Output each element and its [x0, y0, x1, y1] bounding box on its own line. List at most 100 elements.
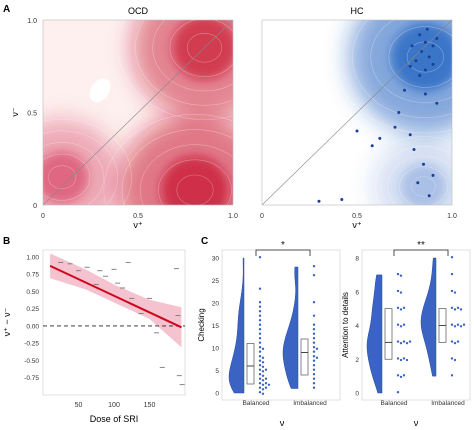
density-contour — [363, 136, 452, 205]
density-core — [401, 164, 446, 205]
violin-data-point — [402, 323, 406, 326]
attention-violin-layer: 0 2 4 6 8 Balanced Imbalanced ** — [355, 240, 466, 407]
dose-x-tick-label: 150 — [144, 402, 156, 409]
violin-data-point — [312, 328, 316, 331]
dose-x-axis-label: Dose of SRI — [90, 414, 139, 424]
hc-data-point — [378, 136, 382, 140]
violin-category-label: Imbalanced — [293, 400, 327, 407]
violin-y-tick-label: 0 — [215, 391, 219, 398]
dose-points-layer — [58, 261, 185, 386]
density-minimum — [89, 78, 111, 103]
violin-data-point — [258, 364, 262, 367]
ocd-axes: 0 0.5 1.0 0 0.5 1.0 — [27, 18, 238, 220]
violin-data-point — [399, 325, 403, 328]
dose-axes: 50 100 150 -0.75 -0.50 -0.25 0.00 0.25 0.50 0.75 1… — [24, 254, 155, 409]
dose-y-tick-label: -0.25 — [24, 341, 39, 348]
half-violin — [228, 257, 245, 394]
violin-y-tick-label: 0 — [355, 391, 359, 398]
violin-data-point — [258, 355, 262, 358]
dose-y-tick-label: 0.00 — [26, 323, 39, 330]
violin-category-label: Balanced — [380, 400, 407, 407]
hc-data-point — [416, 181, 420, 185]
dose-scatter-panel: 50 100 150 -0.75 -0.50 -0.25 0.00 0.25 0.50 0.75 1… — [2, 249, 186, 424]
hc-data-point — [408, 64, 412, 68]
hc-data-point — [431, 44, 435, 48]
dose-y-tick-label: 0.50 — [26, 289, 39, 296]
y-tick-label: 1.0 — [27, 18, 37, 25]
x-tick-label: 1.0 — [228, 213, 238, 220]
density-contour — [139, 144, 233, 205]
half-violin — [366, 274, 383, 394]
violin-data-point — [312, 350, 316, 353]
violin-data-point — [258, 332, 262, 335]
violin-data-point — [261, 379, 265, 382]
ocd-plot-frame — [42, 19, 234, 206]
density-contour — [43, 153, 91, 201]
violin-data-point — [312, 355, 316, 358]
violin-data-point — [450, 374, 454, 377]
hc-data-point — [414, 59, 418, 63]
dose-regression-layer — [49, 264, 182, 329]
hc-data-point — [425, 27, 429, 31]
hc-plot-frame — [261, 19, 453, 206]
hc-data-point — [431, 62, 435, 66]
half-violin — [420, 257, 437, 377]
panel-label-b: B — [3, 236, 10, 247]
hc-data-point — [410, 44, 414, 48]
violin-data-point — [312, 314, 316, 317]
checking-violin-panel: 0 5 10 15 20 25 30 Balanced Imbalanced * Checking… — [197, 240, 341, 428]
violin-data-point — [450, 272, 454, 276]
violin-data-point — [312, 373, 316, 376]
half-violin — [282, 266, 299, 389]
violin-y-tick-label: 30 — [212, 256, 220, 263]
density-core — [160, 156, 230, 205]
violin-data-point — [258, 305, 262, 308]
violin-data-point — [312, 364, 316, 367]
hc-data-point — [403, 88, 406, 92]
violin-data-point — [453, 341, 457, 345]
violin-data-point — [261, 356, 265, 359]
violin-data-point — [258, 256, 262, 259]
violin-data-point — [450, 323, 454, 326]
violin-data-point — [450, 256, 454, 259]
violin-data-point — [258, 301, 262, 304]
box-iqr — [384, 308, 393, 360]
checking-violin-layer: 0 5 10 15 20 25 30 Balanced Imbalanced * — [212, 240, 327, 407]
hc-data-point — [427, 194, 431, 198]
hc-data-point — [422, 162, 425, 166]
hc-data-point — [435, 101, 439, 105]
violin-data-point — [312, 368, 316, 371]
violin-data-point — [399, 291, 403, 294]
violin-data-point — [450, 357, 454, 360]
hc-data-point — [370, 144, 374, 148]
dose-confidence-band-layer — [50, 253, 182, 348]
violin-data-point — [315, 347, 319, 350]
violin-data-point — [258, 382, 262, 385]
violin-data-point — [399, 358, 403, 362]
violin-data-point — [315, 356, 319, 359]
density-contour — [158, 159, 232, 205]
density-contour — [399, 166, 448, 205]
violin-data-point — [405, 341, 409, 345]
box-iqr — [246, 343, 255, 385]
violin-data-point — [312, 359, 316, 362]
hc-data-point — [408, 133, 412, 137]
density-core — [391, 22, 452, 92]
attention-x-axis-label: ν — [414, 418, 419, 428]
hc-density-layer — [349, 20, 452, 205]
hc-points-layer — [317, 27, 439, 203]
violin-data-point — [450, 340, 454, 343]
dose-regression-line — [49, 264, 182, 329]
violin-data-point — [450, 289, 454, 293]
ocd-contour-layer — [43, 20, 233, 205]
checking-y-axis-label: Checking — [197, 308, 206, 341]
ocd-x-axis-label: ν⁺ — [133, 220, 143, 230]
significance-marker: ** — [417, 240, 425, 251]
density-contour — [375, 146, 452, 205]
hc-data-point — [423, 68, 427, 72]
hc-x-axis-label: ν⁺ — [352, 220, 362, 230]
hc-contour-layer — [333, 20, 452, 205]
x-tick-label: 0.5 — [352, 213, 362, 220]
density-contour — [117, 20, 233, 121]
violin-data-point — [312, 265, 316, 268]
